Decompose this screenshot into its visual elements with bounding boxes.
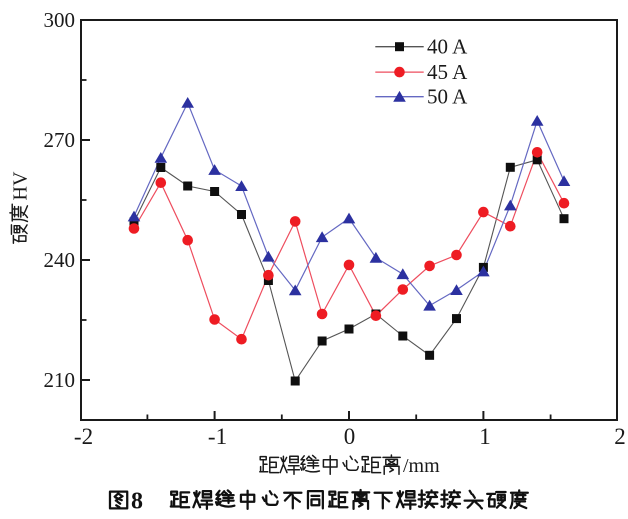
svg-text:8: 8	[131, 488, 143, 514]
svg-text:45 A: 45 A	[427, 60, 468, 84]
svg-text:HV: HV	[10, 171, 32, 200]
svg-text:0: 0	[344, 424, 356, 449]
svg-text:240: 240	[44, 248, 76, 272]
svg-text:2: 2	[614, 424, 626, 449]
svg-text:1: 1	[479, 424, 491, 449]
svg-text:/mm: /mm	[403, 455, 440, 477]
svg-text:210: 210	[44, 368, 76, 392]
svg-text:-2: -2	[74, 424, 93, 449]
svg-text:300: 300	[44, 8, 76, 32]
svg-text:40 A: 40 A	[427, 35, 468, 59]
svg-text:270: 270	[44, 128, 76, 152]
svg-text:-1: -1	[208, 424, 227, 449]
svg-text:50 A: 50 A	[427, 85, 468, 109]
